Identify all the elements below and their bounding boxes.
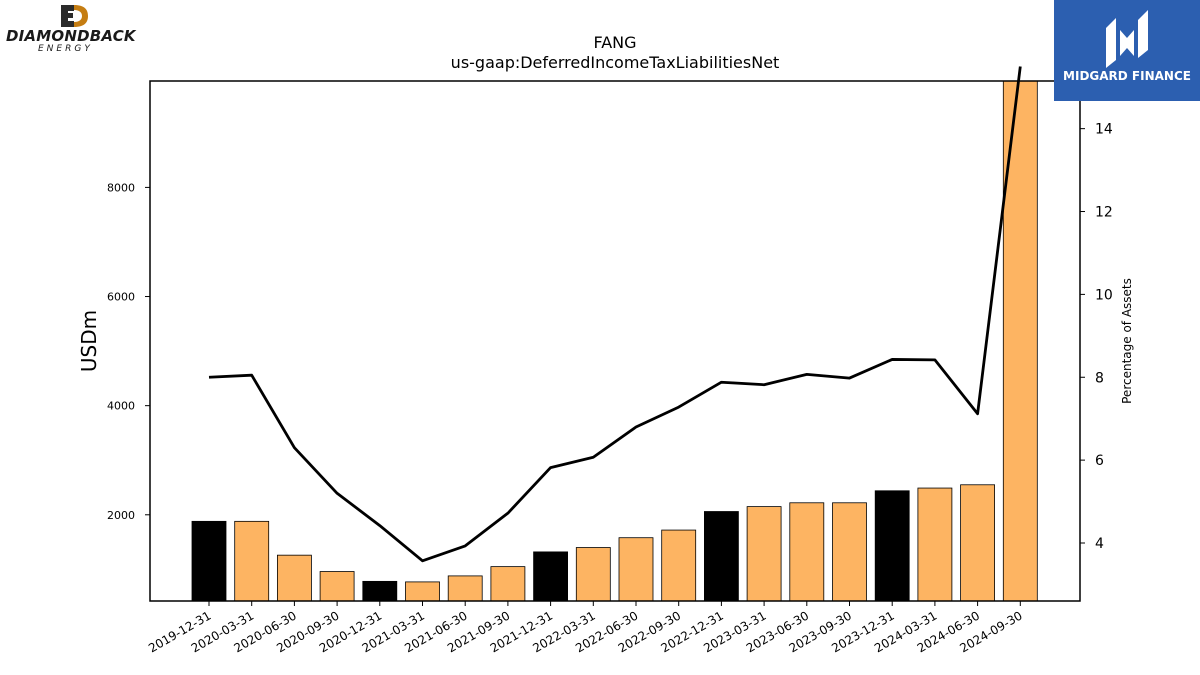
chart-title: FANG xyxy=(593,33,636,52)
diamondback-mark-icon xyxy=(61,5,88,27)
bar-2023-06-30 xyxy=(789,502,825,602)
bar-2020-06-30 xyxy=(276,554,312,602)
diamondback-logo: DIAMONDBACK ENERGY xyxy=(4,4,139,56)
bar-2023-12-31 xyxy=(874,490,910,602)
bar-2021-09-30 xyxy=(490,566,526,602)
bar-2021-12-31 xyxy=(533,551,568,602)
chart-subtitle: us-gaap:DeferredIncomeTaxLiabilitiesNet xyxy=(451,53,780,72)
y2-tick-label: 6 xyxy=(1095,453,1104,469)
midgard-logo-text: MIDGARD FINANCE xyxy=(1063,69,1191,83)
bars-layer xyxy=(191,80,1038,602)
bar-2020-09-30 xyxy=(319,571,355,602)
bar-2023-09-30 xyxy=(832,502,867,602)
bar-2023-03-31 xyxy=(746,506,782,602)
bar-2022-03-31 xyxy=(575,547,611,602)
bar-2019-12-31 xyxy=(191,520,227,602)
line-layer xyxy=(208,66,1022,563)
y2-axis-label: Percentage of Assets xyxy=(1120,278,1134,404)
diamondback-logo-subtext: ENERGY xyxy=(38,44,93,54)
y2-tick-label: 14 xyxy=(1095,122,1113,138)
y-tick-label: 2000 xyxy=(107,509,135,522)
bar-2020-12-31 xyxy=(362,580,398,602)
bar-2022-12-31 xyxy=(704,511,739,602)
midgard-mark-icon xyxy=(1106,10,1148,68)
y-axis-label: USDm xyxy=(77,310,101,372)
y2-tick-label: 10 xyxy=(1095,287,1113,303)
bar-2022-09-30 xyxy=(661,529,697,602)
percentage-of-assets-line xyxy=(208,66,1022,563)
y-tick-label: 4000 xyxy=(107,400,135,413)
y2-tick-label: 4 xyxy=(1095,536,1104,552)
y2-tick-label: 12 xyxy=(1095,205,1113,221)
bar-2024-06-30 xyxy=(960,484,995,602)
bar-2022-06-30 xyxy=(618,537,654,602)
diamondback-logo-text: DIAMONDBACK xyxy=(6,27,136,45)
bar-2021-06-30 xyxy=(447,575,483,602)
left-axis: 2000 4000 6000 8000 xyxy=(107,181,150,522)
right-axis: 4 6 8 10 12 14 xyxy=(1080,122,1113,552)
y2-tick-label: 8 xyxy=(1095,370,1104,386)
x-axis: 2019-12-312020-03-312020-06-302020-09-30… xyxy=(146,601,1025,655)
midgard-finance-logo: MIDGARD FINANCE xyxy=(1054,0,1200,101)
y-tick-label: 6000 xyxy=(107,291,135,304)
bar-2021-03-31 xyxy=(405,581,440,602)
plot-frame xyxy=(149,80,1081,602)
bar-2020-03-31 xyxy=(234,520,270,602)
bar-2024-03-31 xyxy=(917,487,953,602)
y-tick-label: 8000 xyxy=(107,181,135,194)
